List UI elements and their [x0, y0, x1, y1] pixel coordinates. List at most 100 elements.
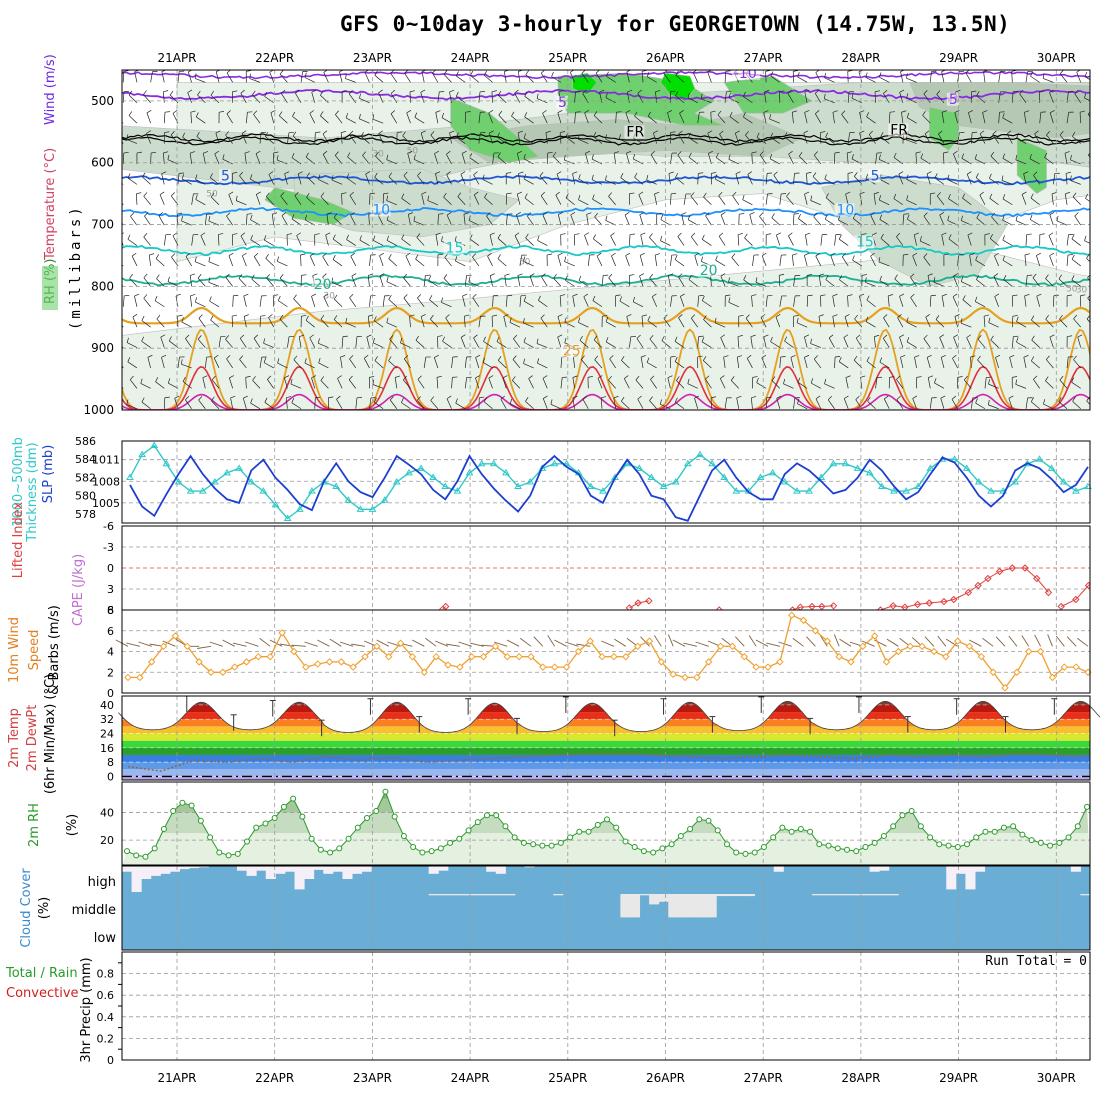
upper-wind-barb-flag: [720, 375, 725, 379]
upper-wind-barb: [311, 296, 316, 307]
surface-wind-barb-57: [806, 636, 816, 647]
upper-wind-barb-flag: [290, 379, 293, 385]
cloud-mid-clear-59: [687, 894, 698, 918]
upper-wind-barb: [998, 71, 1001, 83]
li-point-22: [984, 574, 992, 583]
upper-wind-barb-flag: [1008, 395, 1014, 399]
upper-wind-barb-flag: [281, 212, 287, 216]
upper-wind-barb: [761, 357, 767, 369]
upper-wind-barb-flag: [605, 337, 609, 343]
upper-wind-barb-flag: [761, 354, 767, 359]
rh-point-50: [585, 828, 592, 835]
upper-wind-barb: [583, 296, 589, 307]
upper-wind-barb-flag: [1084, 71, 1088, 77]
upper-wind-barb-flag: [525, 233, 529, 239]
upper-wind-barb-flag: [1031, 335, 1035, 341]
upper-wind-barb-flag: [558, 212, 564, 215]
upper-wind-barb: [806, 295, 809, 307]
upper-wind-barb: [210, 177, 220, 185]
upper-wind-barb: [952, 358, 958, 369]
upper-wind-barb-flag: [116, 193, 119, 197]
upper-wind-barb-flag: [688, 275, 692, 280]
upper-wind-barb-flag: [792, 253, 798, 256]
upper-wind-barb: [463, 214, 466, 226]
upper-wind-barb: [728, 158, 739, 165]
upper-wind-barb: [723, 357, 726, 369]
upper-wind-barb-flag: [1002, 194, 1006, 200]
upper-wind-barb: [390, 73, 398, 83]
upper-wind-barb-flag: [420, 314, 426, 317]
upper-wind-barb-flag: [454, 236, 457, 242]
wind-point-3: [159, 642, 168, 651]
contour-label-11: 20: [314, 277, 332, 293]
upper-wind-barb: [525, 401, 534, 410]
upper-yaxis-label: (millibars): [68, 204, 84, 330]
upper-wind-barb-flag: [610, 232, 615, 237]
upper-wind-barb: [141, 320, 151, 328]
temp-line: [118, 701, 1100, 733]
upper-wind-barb-flag: [626, 150, 632, 154]
upper-wind-barb-flag: [815, 110, 820, 114]
wind-point-12: [266, 652, 274, 661]
wind-point-29: [467, 652, 476, 661]
upper-wind-barb-flag: [578, 317, 581, 323]
upper-wind-barb: [719, 378, 726, 389]
upper-wind-barb: [819, 132, 822, 144]
upper-wind-barb: [675, 95, 685, 104]
upper-wind-barb: [697, 112, 700, 124]
upper-wind-barb-flag: [1023, 355, 1029, 358]
upper-wind-barb-flag: [963, 375, 968, 381]
upper-wind-barb-flag: [976, 91, 980, 96]
upper-wind-barb: [694, 255, 699, 267]
upper-wind-barb-flag: [252, 90, 256, 96]
upper-wind-barb: [250, 402, 261, 410]
upper-wind-barb-flag: [126, 134, 129, 140]
upper-wind-barb: [975, 177, 986, 185]
upper-wind-barb-flag: [263, 357, 267, 363]
upper-wind-barb-flag: [761, 252, 767, 257]
contour-label-bg: [868, 169, 881, 183]
upper-wind-barb: [349, 358, 357, 369]
upper-wind-barb-flag: [342, 90, 348, 93]
surface-wind-barb-76: [1034, 634, 1041, 647]
upper-wind-barb-flag: [983, 314, 989, 317]
upper-wind-barb-flag: [386, 195, 389, 201]
upper-wind-barb: [290, 383, 302, 389]
upper-wind-barb: [197, 277, 206, 287]
upper-wind-barb-flag: [806, 171, 812, 174]
upper-wind-barb: [620, 177, 630, 185]
upper-wind-barb-flag: [254, 253, 259, 257]
upper-wind-barb-flag: [181, 215, 183, 222]
upper-wind-barb: [773, 174, 781, 185]
temp-band-6: [122, 733, 1090, 741]
upper-wind-barb: [578, 280, 589, 287]
upper-wind-barb: [1024, 254, 1027, 266]
upper-wind-barb: [765, 295, 768, 307]
upper-wind-barb-flag: [208, 216, 211, 222]
rh-point-58: [659, 845, 666, 852]
upper-wind-barb-flag: [497, 90, 502, 96]
upper-wind-barb-flag: [847, 172, 853, 174]
surface-wind-barb-71: [969, 639, 982, 647]
contour-10: [122, 206, 1090, 218]
upper-wind-barb-flag: [670, 355, 676, 358]
upper-wind-barb-flag: [497, 132, 500, 138]
upper-wind-barb: [541, 276, 548, 287]
upper-wind-barb-flag: [320, 90, 324, 96]
upper-wind-barb-flag: [992, 130, 997, 135]
upper-wind-barb-flag: [969, 253, 975, 256]
upper-wind-barb: [509, 322, 521, 328]
surface-wind-barb-8: [209, 641, 223, 647]
upper-wind-barb: [163, 234, 167, 246]
upper-wind-barb: [473, 194, 480, 205]
upper-wind-barb-flag: [129, 274, 133, 279]
ylabel-slp: SLP (mb): [41, 445, 56, 504]
upper-wind-barb-flag: [347, 152, 351, 157]
upper-wind-barb-flag: [681, 212, 687, 215]
upper-wind-barb-flag: [1084, 93, 1087, 99]
upper-wind-barb: [811, 382, 822, 389]
upper-wind-barb-flag: [866, 356, 870, 362]
upper-wind-barb-flag: [900, 354, 906, 358]
upper-wind-barb: [126, 139, 138, 144]
upper-wind-barb: [322, 133, 329, 144]
